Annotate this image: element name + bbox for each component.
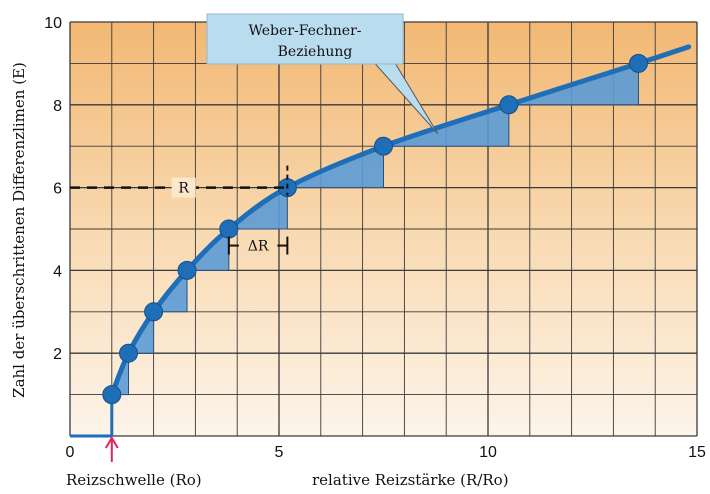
x-tick-labels: 0 5 10 15 — [66, 444, 706, 461]
callout-text-line1: Weber-Fechner- — [248, 23, 361, 39]
delta-r-label: ΔR — [248, 239, 269, 255]
x-tick-label: 10 — [479, 444, 497, 461]
threshold-arrow-head — [104, 436, 119, 449]
data-points — [102, 53, 648, 436]
x-tick-label: 0 — [66, 444, 75, 461]
data-point — [144, 302, 164, 322]
x-tick-label: 5 — [275, 444, 284, 461]
data-point — [177, 260, 197, 280]
data-point — [119, 343, 139, 363]
data-point — [499, 95, 519, 115]
y-tick-label: 8 — [53, 98, 62, 115]
callout-text-line2: Beziehung — [278, 44, 353, 60]
delta-r-marker — [227, 165, 289, 255]
r-label-background — [171, 177, 196, 198]
y-tick-labels: 2 4 6 8 10 — [44, 15, 62, 363]
callout-box — [206, 13, 404, 65]
y-tick-label: 4 — [53, 263, 62, 280]
y-axis-label: Zahl der überschrittenen Differenzlimen … — [10, 62, 28, 398]
y-tick-label: 6 — [53, 181, 62, 198]
threshold-label: Reizschwelle (Ro) — [66, 471, 202, 489]
r-label: R — [178, 181, 189, 197]
data-point — [219, 219, 239, 239]
x-tick-label: 15 — [688, 444, 706, 461]
data-point — [102, 385, 122, 405]
data-point — [628, 53, 648, 73]
x-axis-label: relative Reizstärke (R/Ro) — [312, 471, 509, 489]
threshold-arrow — [104, 436, 119, 462]
y-tick-label: 10 — [44, 15, 62, 32]
data-point — [374, 136, 393, 156]
y-tick-label: 2 — [53, 346, 62, 363]
